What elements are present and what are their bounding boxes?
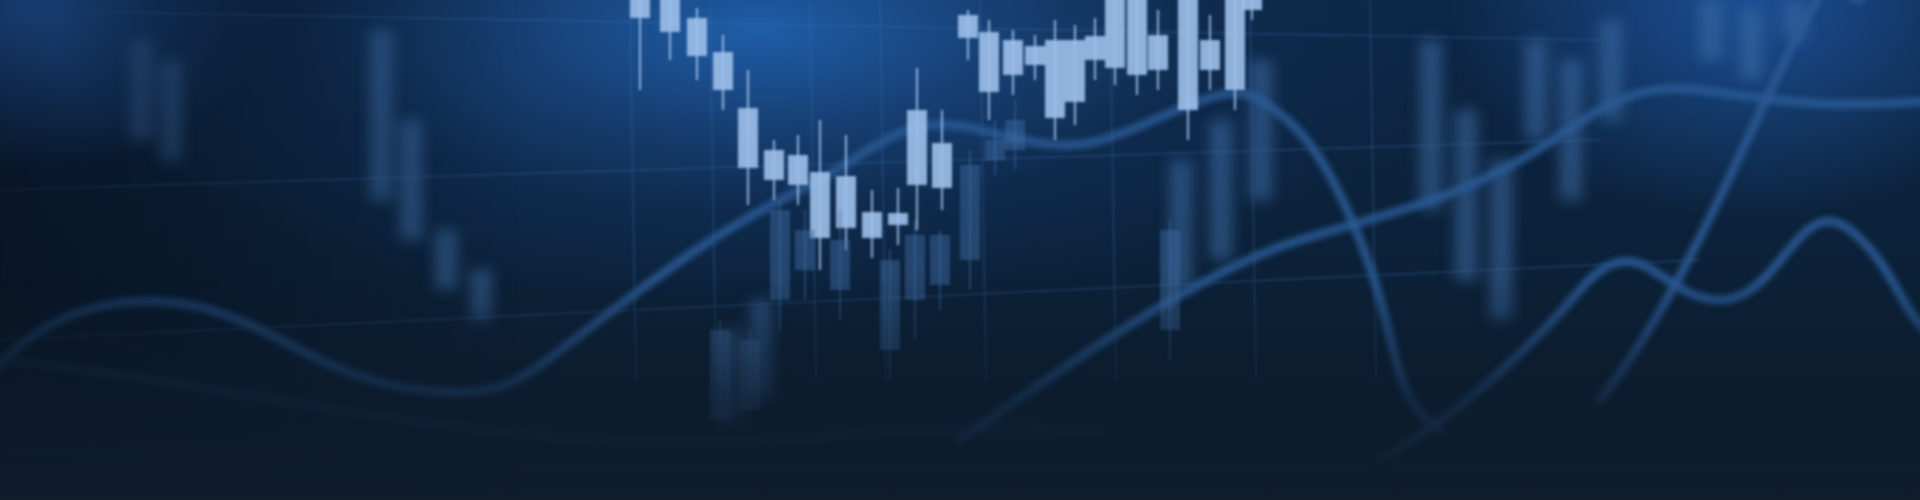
trend-line — [0, 355, 1105, 447]
candle-body — [630, 0, 650, 18]
candle-body — [930, 235, 950, 285]
candle-body — [862, 212, 882, 238]
candle-body — [1148, 35, 1168, 70]
blurred-candle — [400, 120, 422, 240]
blurred-candle — [130, 40, 152, 140]
candle-body — [1065, 40, 1085, 102]
candle-body — [740, 340, 760, 410]
blurred-candle — [1700, 0, 1722, 60]
trend-line — [1595, 0, 1865, 405]
blurred-candle — [435, 230, 457, 290]
blurred-candle — [160, 60, 182, 160]
candle-body — [738, 108, 758, 168]
candle-body — [1242, 0, 1262, 10]
candle-body — [830, 240, 850, 290]
candle-body — [1005, 120, 1025, 150]
candle-body — [687, 18, 707, 56]
blurred-candle — [470, 270, 492, 320]
blurred-candle — [1525, 40, 1547, 140]
candle-body — [880, 260, 900, 350]
candle-body — [1085, 36, 1105, 60]
blurred-candle — [1420, 40, 1442, 210]
blurred-candle — [1210, 120, 1232, 260]
candle-body — [764, 150, 784, 180]
candle-body — [810, 172, 830, 238]
candle-body — [1045, 40, 1065, 118]
candle-body — [795, 230, 815, 270]
candle-body — [713, 52, 733, 90]
candle-body — [907, 110, 927, 185]
blurred-candle — [1600, 20, 1622, 120]
foreground-candles — [630, 0, 1262, 440]
candle-body — [960, 165, 980, 260]
candle-body — [958, 15, 978, 38]
candle-body — [770, 210, 790, 300]
candle-body — [985, 140, 1005, 160]
candle-body — [710, 330, 730, 420]
candle-body — [1160, 230, 1180, 330]
grid-line-vertical — [1369, 0, 1377, 381]
blurred-candle — [1740, 10, 1762, 80]
grid-line-horizontal — [0, 9, 1601, 41]
candle-body — [932, 143, 952, 188]
blurred-candle — [1250, 60, 1272, 200]
candle-body — [1025, 46, 1045, 65]
candle-body — [1178, 0, 1198, 110]
candle-body — [1200, 40, 1220, 70]
candle-body — [1105, 0, 1125, 68]
candle-body — [888, 213, 908, 225]
blurred-candle — [1455, 110, 1477, 280]
blurred-candle — [370, 30, 392, 200]
candle-body — [979, 32, 999, 92]
candle-body — [905, 235, 925, 300]
candle-body — [1225, 0, 1245, 90]
blurred-candle — [1490, 160, 1512, 320]
candle-body — [788, 155, 808, 185]
candle-body — [660, 0, 680, 32]
candle-body — [1003, 40, 1023, 75]
grid-line-vertical — [629, 0, 637, 381]
candle-body — [1127, 0, 1147, 75]
